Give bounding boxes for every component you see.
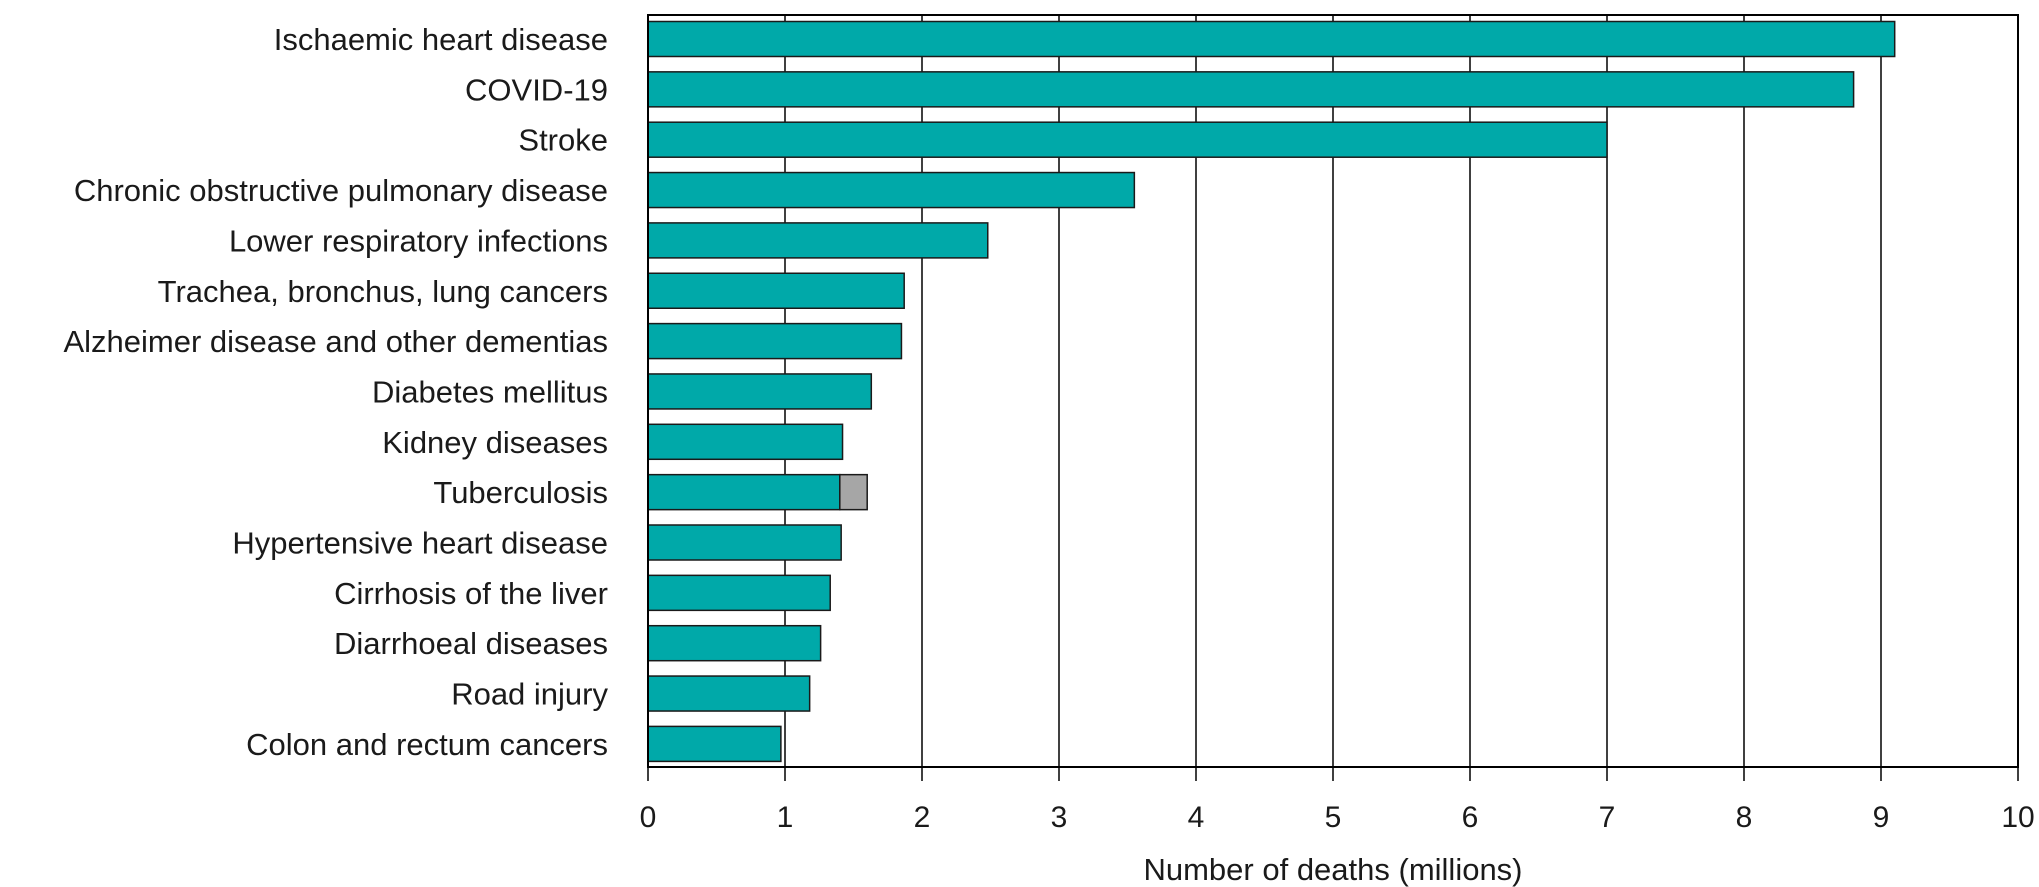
x-tick-label: 5 xyxy=(1325,801,1342,834)
category-label: COVID-19 xyxy=(465,72,608,107)
bar-segment-extra xyxy=(839,473,868,511)
category-label: Cirrhosis of the liver xyxy=(334,576,608,611)
x-axis-title: Number of deaths (millions) xyxy=(1143,852,1522,887)
x-tick-label: 7 xyxy=(1599,801,1616,834)
x-axis-ticks: 0 1 2 3 4 5 6 7 8 9 10 xyxy=(640,767,2035,834)
bar xyxy=(647,675,811,712)
bar xyxy=(647,574,831,612)
bar xyxy=(647,473,841,511)
x-tick-label: 8 xyxy=(1736,801,1753,834)
category-label: Trachea, bronchus, lung cancers xyxy=(158,274,608,309)
bar xyxy=(647,222,989,259)
bar xyxy=(647,524,842,561)
bar xyxy=(647,725,782,763)
category-label: Stroke xyxy=(518,123,608,158)
bar xyxy=(647,272,905,309)
bar xyxy=(647,171,1136,209)
bar xyxy=(647,20,1896,58)
category-label: Colon and rectum cancers xyxy=(246,727,608,762)
x-tick-label: 0 xyxy=(640,801,657,834)
bar xyxy=(647,624,822,662)
x-tick-label: 9 xyxy=(1873,801,1890,834)
category-labels: Ischaemic heart disease COVID-19 Stroke Chr… xyxy=(63,22,608,762)
bar xyxy=(647,121,1608,158)
category-label: Diabetes mellitus xyxy=(372,374,608,409)
x-tick-label: 4 xyxy=(1188,801,1205,834)
x-tick-label: 10 xyxy=(2001,801,2034,834)
category-label: Road injury xyxy=(451,677,608,712)
category-label: Chronic obstructive pulmonary disease xyxy=(74,173,608,208)
x-tick-label: 1 xyxy=(777,801,794,834)
category-label: Kidney diseases xyxy=(382,425,608,460)
bar xyxy=(647,322,903,360)
x-tick-label: 6 xyxy=(1462,801,1479,834)
x-tick-label: 2 xyxy=(914,801,931,834)
bar xyxy=(647,71,1855,108)
bar xyxy=(647,423,844,461)
category-label: Tuberculosis xyxy=(433,475,608,510)
bar xyxy=(647,373,873,410)
category-label: Ischaemic heart disease xyxy=(274,22,608,57)
category-label: Lower respiratory infections xyxy=(229,223,608,258)
x-tick-label: 3 xyxy=(1051,801,1068,834)
category-label: Diarrhoeal diseases xyxy=(334,626,608,661)
bars xyxy=(647,20,1896,763)
category-label: Alzheimer disease and other dementias xyxy=(63,324,608,359)
category-label: Hypertensive heart disease xyxy=(232,526,608,561)
